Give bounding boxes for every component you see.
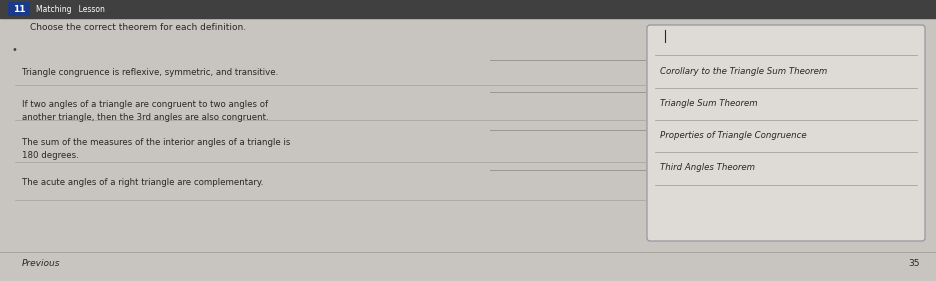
Bar [0, 0, 936, 18]
Text: Triangle congruence is reflexive, symmetric, and transitive.: Triangle congruence is reflexive, symmet… [22, 68, 278, 77]
Text: Properties of Triangle Congruence: Properties of Triangle Congruence [659, 132, 806, 140]
Text: The sum of the measures of the interior angles of a triangle is
180 degrees.: The sum of the measures of the interior … [22, 138, 290, 160]
FancyBboxPatch shape [647, 25, 924, 241]
Bar [8, 2, 30, 16]
Text: Previous: Previous [22, 259, 61, 269]
Text: 35: 35 [908, 259, 919, 269]
Text: Third Angles Theorem: Third Angles Theorem [659, 164, 754, 173]
Text: 11: 11 [13, 4, 25, 13]
Text: Matching   Lesson: Matching Lesson [36, 4, 105, 13]
Text: If two angles of a triangle are congruent to two angles of
another triangle, the: If two angles of a triangle are congruen… [22, 100, 269, 121]
Text: Choose the correct theorem for each definition.: Choose the correct theorem for each defi… [30, 22, 246, 31]
Text: •: • [11, 45, 17, 55]
Text: Corollary to the Triangle Sum Theorem: Corollary to the Triangle Sum Theorem [659, 67, 826, 76]
Text: Triangle Sum Theorem: Triangle Sum Theorem [659, 99, 757, 108]
Text: The acute angles of a right triangle are complementary.: The acute angles of a right triangle are… [22, 178, 263, 187]
